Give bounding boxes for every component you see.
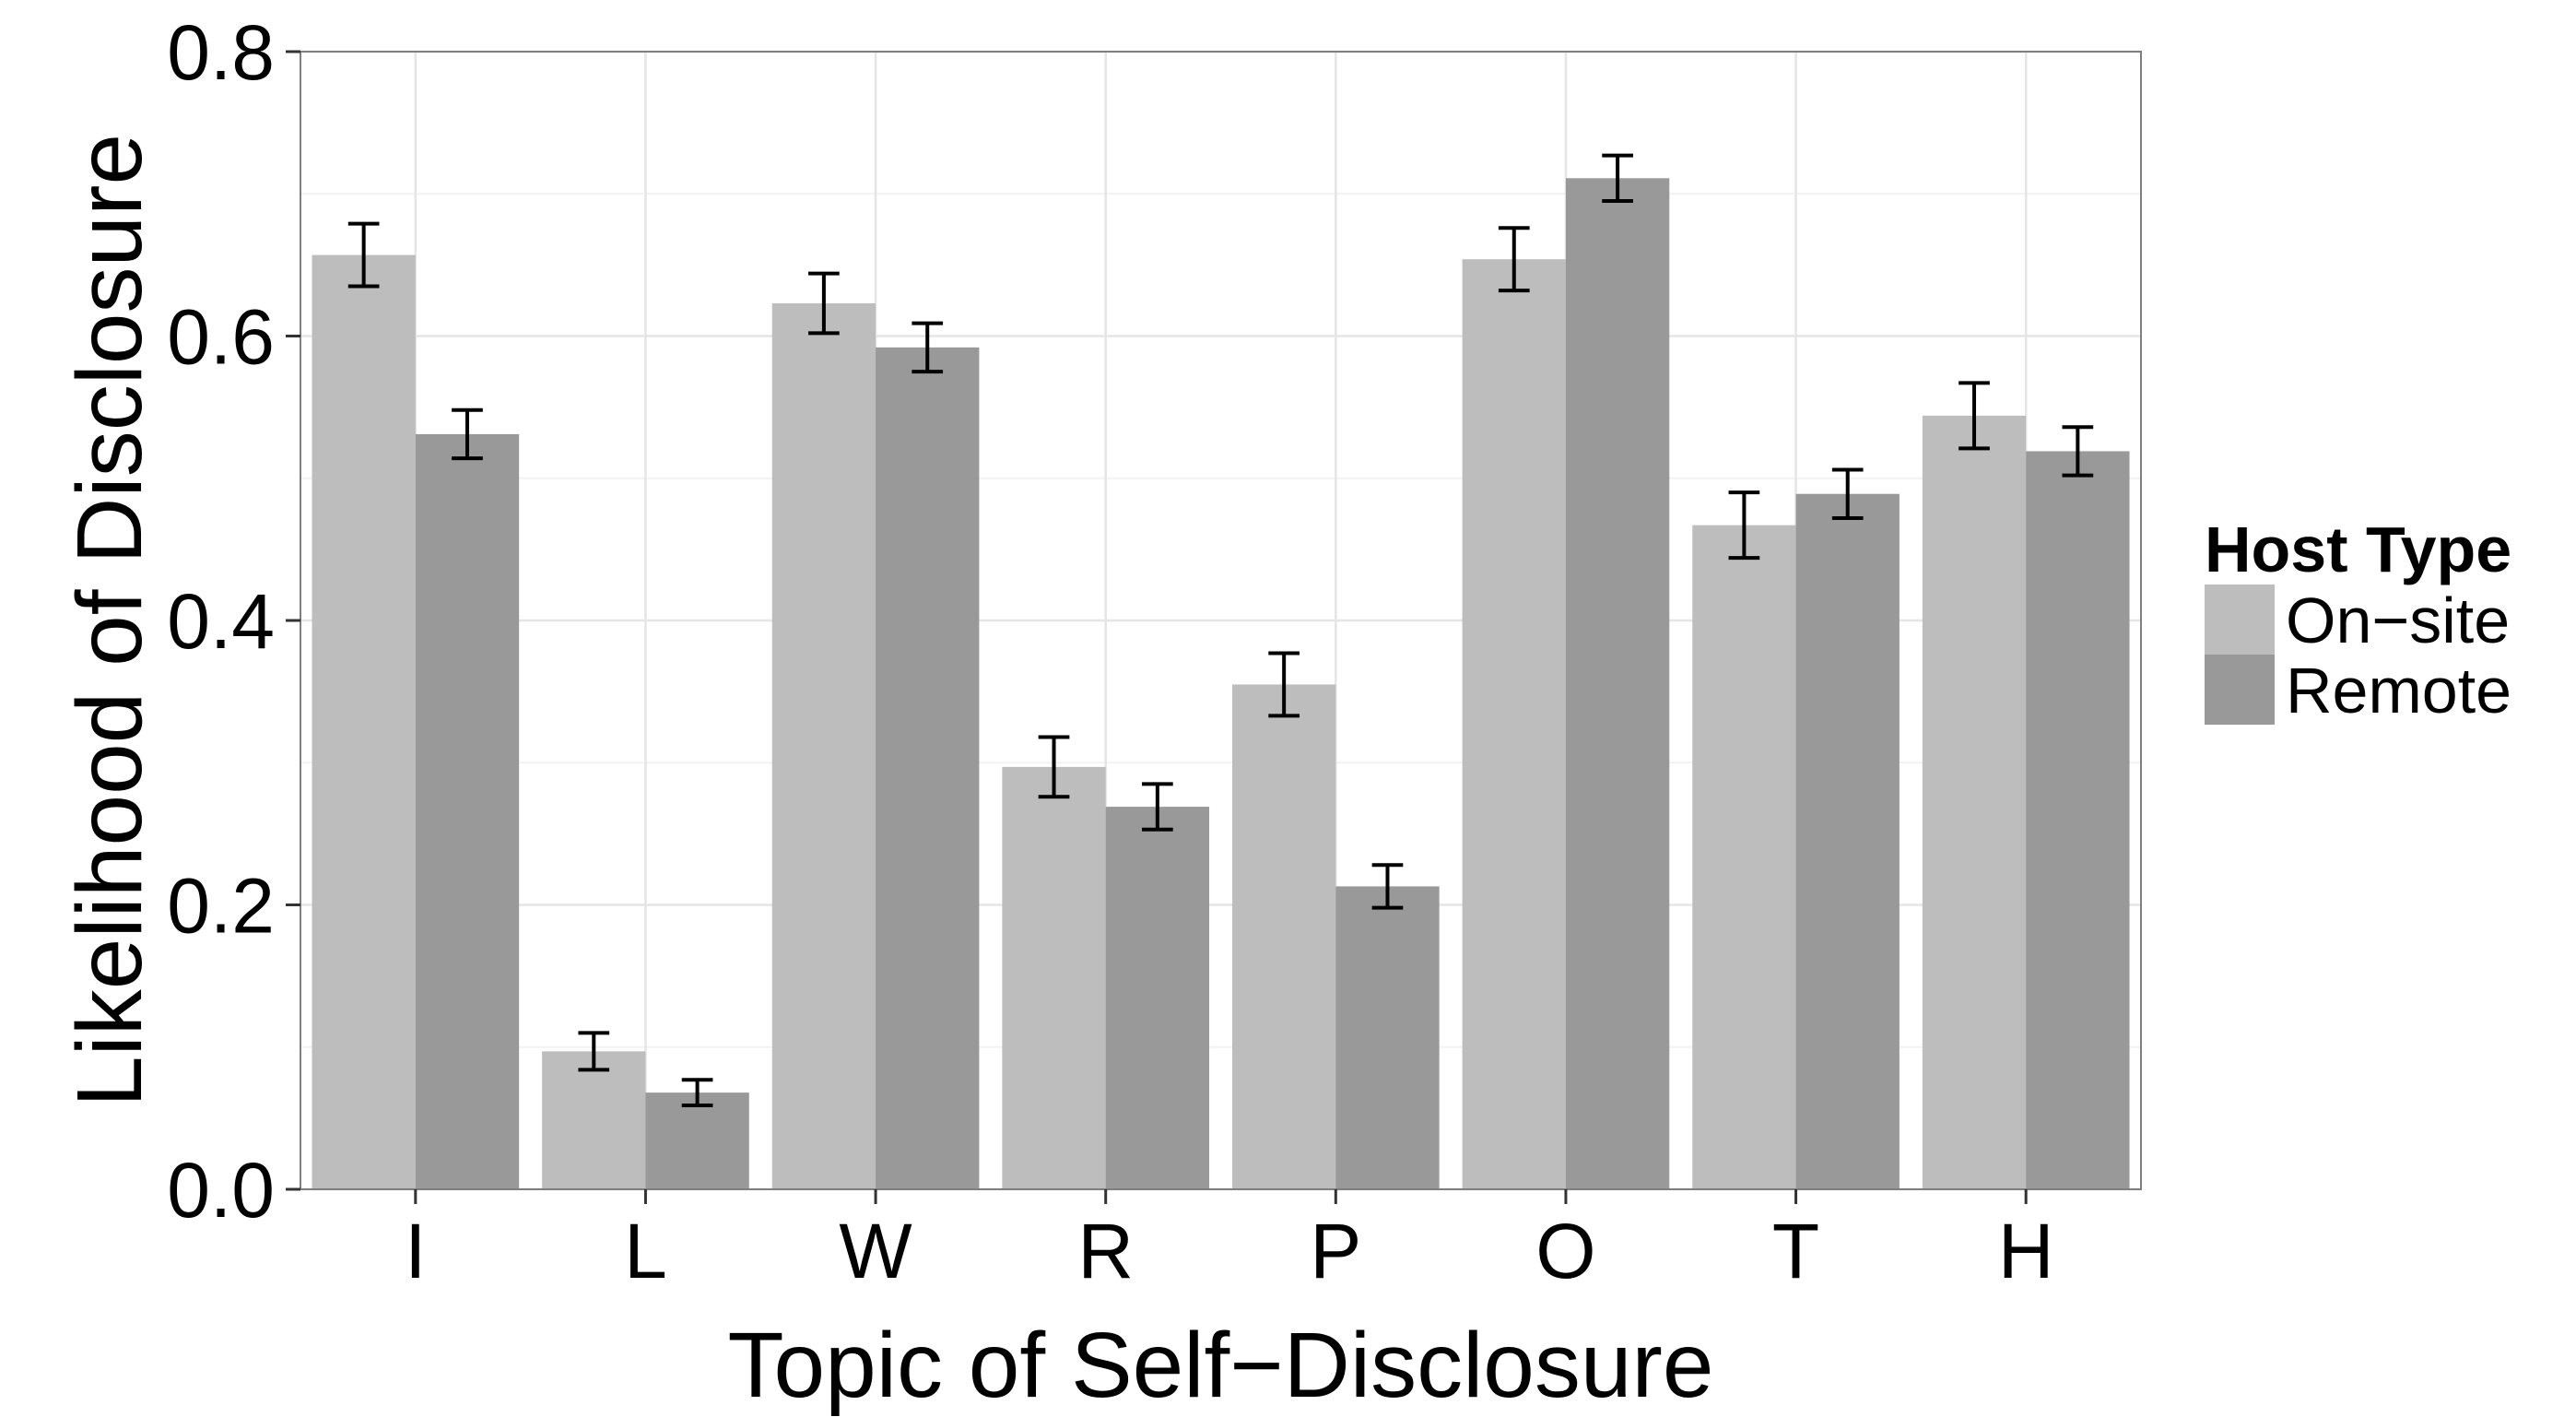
- error-bar-h-on-site: [1958, 381, 1990, 451]
- legend-title: Host Type: [2205, 514, 2511, 585]
- x-tick-label: P: [1310, 1208, 1361, 1294]
- error-bar-w-remote: [912, 321, 944, 374]
- x-tick-label: R: [1077, 1208, 1134, 1294]
- error-bar-o-remote: [1602, 153, 1633, 203]
- bar-t-remote: [1795, 493, 1900, 1189]
- bar-h-remote: [2026, 451, 2130, 1189]
- legend: Host Type On−site Remote: [2205, 514, 2511, 726]
- y-tick-label: 0.6: [167, 294, 275, 381]
- bar-o-remote: [1565, 178, 1670, 1190]
- bar-p-on-site: [1231, 684, 1336, 1189]
- legend-key-on-site: [2205, 585, 2275, 655]
- error-bar-i-on-site: [347, 221, 380, 289]
- y-tick-label: 0.0: [167, 1147, 275, 1234]
- bar-r-on-site: [1002, 766, 1106, 1189]
- error-bar-i-remote: [452, 407, 483, 461]
- error-bar-p-on-site: [1268, 651, 1300, 718]
- bar-p-remote: [1335, 886, 1440, 1189]
- error-bar-r-on-site: [1038, 735, 1070, 799]
- x-tick-label: O: [1535, 1208, 1595, 1294]
- bar-t-on-site: [1692, 525, 1796, 1189]
- y-axis-title: Likelihood of Disclosure: [58, 134, 161, 1107]
- x-tick-label: T: [1772, 1208, 1819, 1294]
- error-bar-l-on-site: [578, 1031, 610, 1072]
- bar-l-on-site: [542, 1051, 646, 1189]
- error-bar-w-on-site: [808, 271, 840, 336]
- error-bar-l-remote: [681, 1078, 713, 1107]
- error-bar-t-remote: [1831, 467, 1864, 520]
- error-bar-t-on-site: [1728, 490, 1760, 561]
- x-axis-title: Topic of Self−Disclosure: [728, 1314, 1714, 1417]
- error-bar-h-remote: [2062, 425, 2094, 478]
- x-tick-label: I: [405, 1208, 426, 1294]
- x-tick-label: L: [624, 1208, 667, 1294]
- bar-i-on-site: [312, 254, 416, 1189]
- tick-labels: 0.0 0.2 0.4 0.6 0.8 I L W R P O T H: [167, 9, 2053, 1294]
- error-bar-r-remote: [1142, 782, 1173, 832]
- x-tick-label: W: [839, 1208, 912, 1294]
- bar-i-remote: [415, 433, 520, 1189]
- bar-l-remote: [645, 1092, 749, 1189]
- bar-h-on-site: [1922, 415, 2027, 1189]
- legend-key-remote: [2205, 655, 2275, 725]
- bar-w-on-site: [771, 303, 876, 1190]
- x-tick-label: H: [1998, 1208, 2054, 1294]
- legend-label-on-site: On−site: [2286, 585, 2510, 656]
- error-bars: [347, 153, 2094, 1107]
- bar-o-on-site: [1462, 259, 1566, 1190]
- bar-w-remote: [876, 347, 980, 1190]
- y-tick-label: 0.4: [167, 578, 275, 665]
- bars: [312, 178, 2130, 1190]
- error-bar-o-on-site: [1498, 226, 1530, 293]
- legend-label-remote: Remote: [2286, 655, 2511, 726]
- error-bar-p-remote: [1371, 863, 1404, 910]
- bar-r-remote: [1105, 807, 1210, 1189]
- y-tick-label: 0.8: [167, 9, 275, 96]
- axes: [286, 50, 2028, 1204]
- y-tick-label: 0.2: [167, 863, 275, 950]
